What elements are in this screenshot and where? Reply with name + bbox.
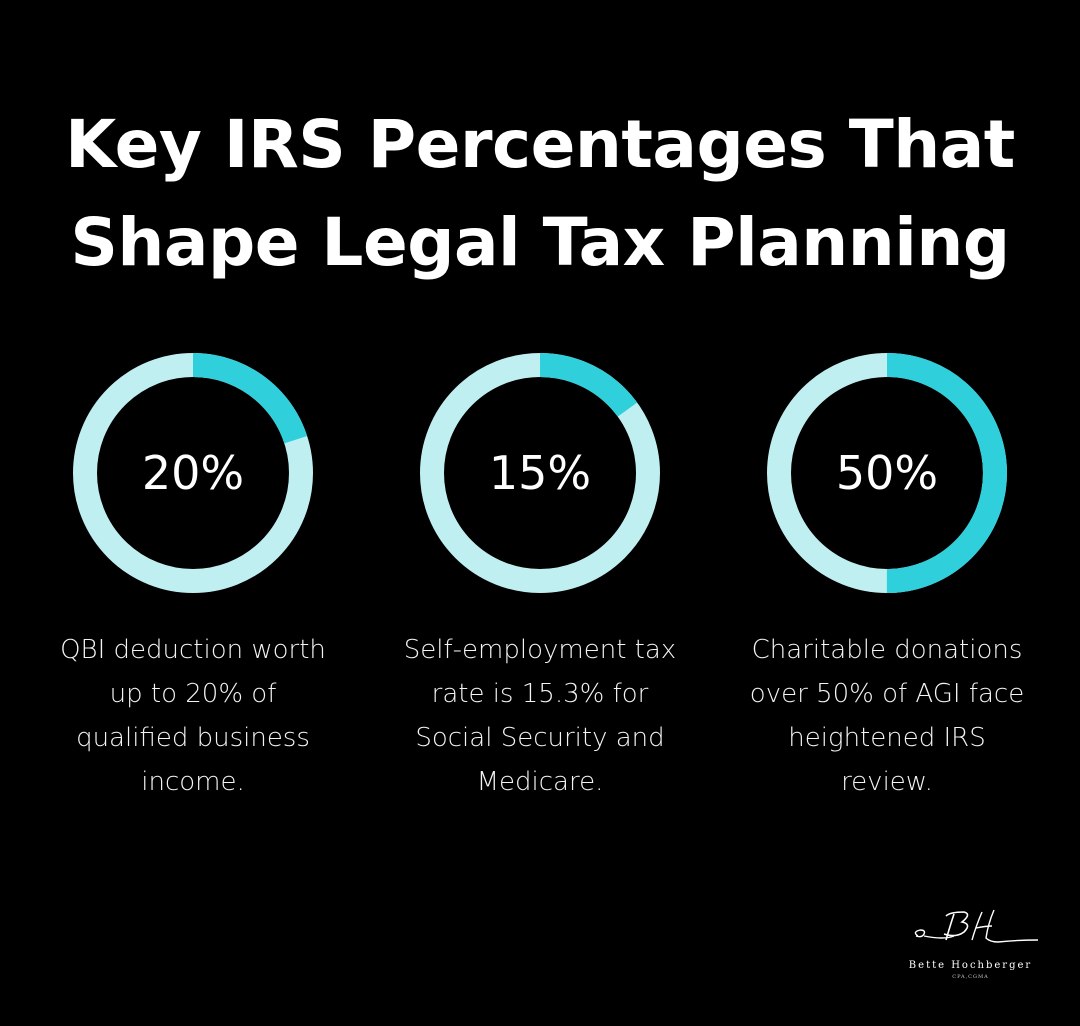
donut-ring-icon [73,353,313,593]
desc-line: income. [141,767,245,797]
desc-line: heightened IRS [788,723,986,753]
stat-description: Charitable donations over 50% of AGI fac… [717,628,1057,804]
desc-line: rate is 15.3% for [431,679,649,709]
desc-line: qualified business [76,723,310,753]
donut-gauge: 20% [73,353,313,593]
donut-gauge: 50% [767,353,1007,593]
title-line-2: Shape Legal Tax Planning [70,204,1010,281]
donut-ring-icon [420,353,660,593]
stat-description: Self-employment tax rate is 15.3% for So… [370,628,710,804]
donut-ring-icon [767,353,1007,593]
desc-line: up to 20% of [109,679,277,709]
stat-value: 50% [835,446,939,500]
brand-credentials: CPA,CGMA [952,974,989,980]
stat-value: 20% [141,446,245,500]
page-title: Key IRS Percentages That Shape Legal Tax… [0,96,1080,292]
donut-gauge: 15% [420,353,660,593]
desc-line: over 50% of AGI face [749,679,1025,709]
stat-value: 15% [488,446,592,500]
stat-description: QBI deduction worth up to 20% of qualifi… [23,628,363,804]
brand-logo: Bette Hochberger CPA,CGMA [898,906,1043,986]
title-line-1: Key IRS Percentages That [65,106,1015,183]
desc-line: QBI deduction worth [60,635,326,665]
brand-name: Bette Hochberger [908,960,1033,971]
desc-line: Self-employment tax [403,635,677,665]
desc-line: review. [841,767,933,797]
desc-line: Social Security and [415,723,665,753]
desc-line: Medicare. [476,767,604,797]
desc-line: Charitable donations [751,635,1023,665]
signature-monogram-icon [914,909,1039,943]
